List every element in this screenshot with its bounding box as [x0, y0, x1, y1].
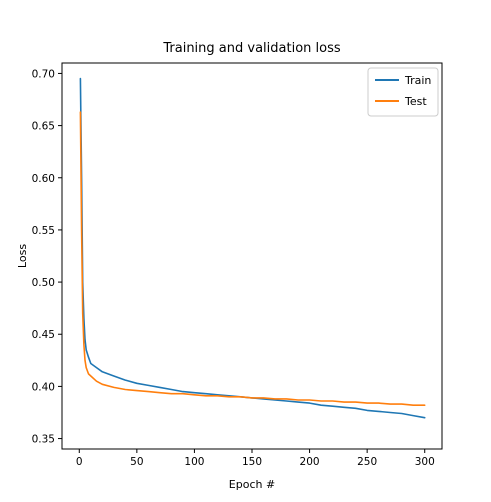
legend: Train Test: [367, 67, 439, 117]
y-axis-label: Loss: [16, 244, 29, 268]
y-tick-label: 0.50: [32, 277, 55, 289]
y-tick-label: 0.70: [32, 68, 55, 80]
x-tick-label: 300: [415, 456, 435, 468]
x-tick-label: 50: [130, 456, 143, 468]
chart-title: Training and validation loss: [162, 41, 340, 56]
y-tick-label: 0.45: [32, 329, 55, 341]
x-tick-label: 0: [76, 456, 83, 468]
plot-area: [61, 62, 443, 450]
x-tick-label: 150: [242, 456, 262, 468]
series-line-train: [79, 77, 426, 419]
x-axis-label: Epoch #: [229, 478, 275, 491]
legend-label-test: Test: [404, 95, 427, 108]
y-tick-label: 0.35: [32, 434, 55, 446]
x-axis: 0 50 100 150 200 250 300: [76, 449, 435, 468]
series-layer: [79, 77, 426, 419]
y-axis: 0.35 0.40 0.45 0.50 0.55 0.60 0.65 0.70: [32, 68, 62, 446]
series-line-test: [79, 111, 426, 407]
y-tick-label: 0.65: [32, 121, 55, 133]
y-tick-label: 0.55: [32, 225, 55, 237]
x-tick-label: 100: [184, 456, 204, 468]
y-tick-label: 0.40: [32, 381, 55, 393]
x-tick-label: 200: [300, 456, 320, 468]
y-tick-label: 0.60: [32, 173, 55, 185]
x-tick-label: 250: [357, 456, 377, 468]
legend-label-train: Train: [404, 74, 431, 87]
